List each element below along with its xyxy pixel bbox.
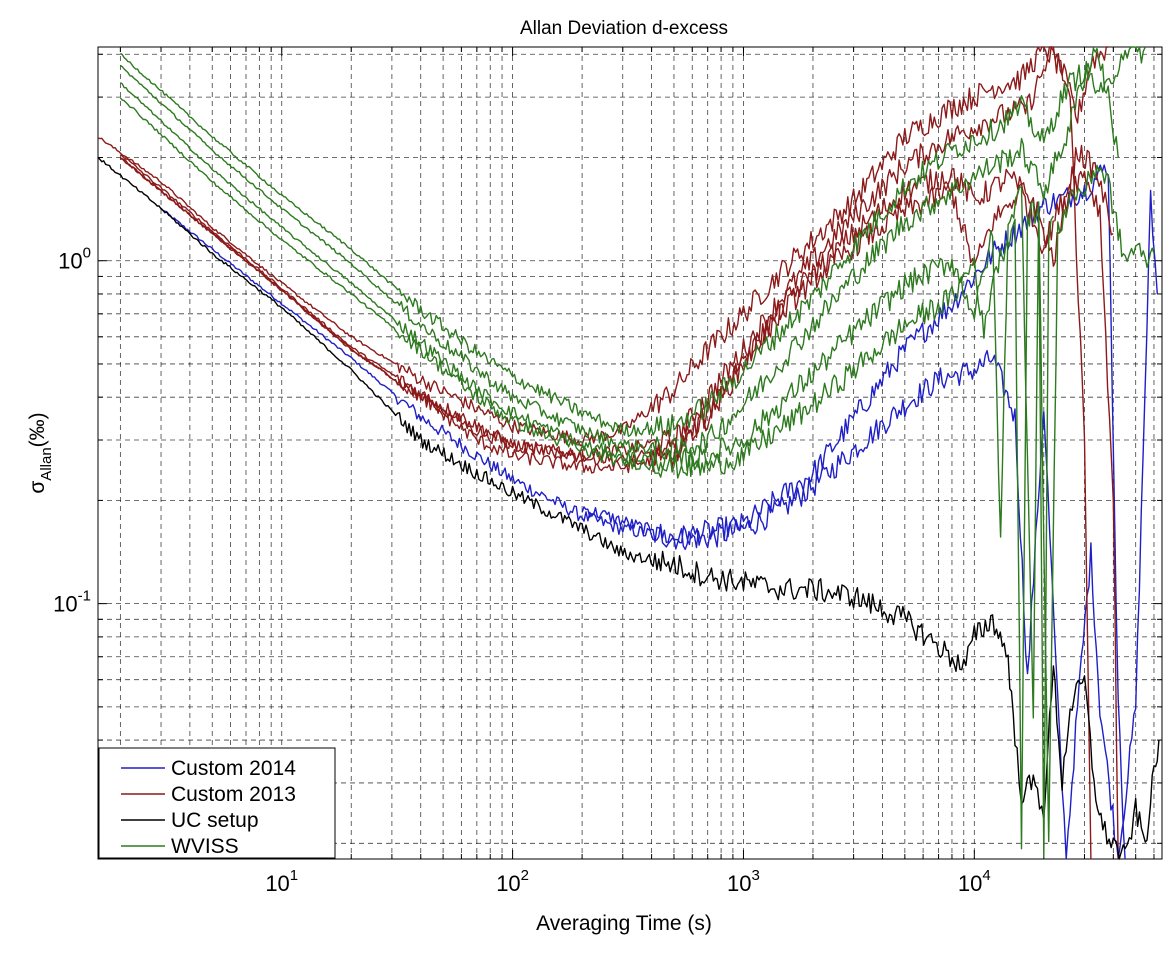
series-line bbox=[119, 144, 1114, 468]
x-tick-label: 101 bbox=[265, 867, 298, 896]
series-line bbox=[120, 82, 1155, 843]
x-tick-label: 102 bbox=[496, 867, 529, 896]
series-line bbox=[120, 46, 1146, 437]
x-tick-exp: 2 bbox=[521, 867, 529, 884]
legend-label: WVISS bbox=[171, 835, 239, 858]
y-axis-label: σAllan(‰) bbox=[26, 412, 55, 493]
legend: Custom 2014 Custom 2013 UC setup WVISS bbox=[98, 747, 336, 859]
y-tick-exp: -1 bbox=[78, 588, 91, 605]
x-tick-exp: 4 bbox=[982, 867, 990, 884]
x-tick-labels: 101 102 103 104 bbox=[265, 867, 990, 896]
x-axis-label: Averaging Time (s) bbox=[536, 912, 712, 935]
x-tick-base: 10 bbox=[496, 871, 520, 896]
plot-frame bbox=[97, 46, 1163, 860]
y-tick-label: 100 bbox=[58, 245, 91, 274]
x-tick-label: 103 bbox=[727, 867, 760, 896]
y-axis-label-unit: (‰) bbox=[26, 412, 49, 447]
series-layer bbox=[97, 46, 1160, 860]
series-line bbox=[119, 47, 1119, 462]
y-tick-exp: 0 bbox=[83, 245, 91, 262]
x-tick-exp: 3 bbox=[752, 867, 760, 884]
legend-label: Custom 2013 bbox=[171, 783, 296, 806]
series-line bbox=[120, 157, 1119, 860]
x-tick-exp: 1 bbox=[290, 867, 298, 884]
x-tick-base: 10 bbox=[958, 871, 982, 896]
series-line bbox=[119, 97, 1055, 859]
legend-label: UC setup bbox=[171, 809, 259, 832]
chart-title: Allan Deviation d-excess bbox=[520, 18, 728, 39]
legend-box bbox=[98, 747, 336, 859]
legend-label: Custom 2014 bbox=[171, 757, 296, 780]
y-tick-base: 10 bbox=[53, 592, 77, 617]
series-line bbox=[97, 156, 1160, 860]
x-tick-label: 104 bbox=[958, 867, 991, 896]
x-tick-base: 10 bbox=[265, 871, 289, 896]
y-axis-label-main: σ bbox=[26, 481, 49, 494]
x-tick-base: 10 bbox=[727, 871, 751, 896]
y-tick-label: 10-1 bbox=[53, 588, 91, 617]
grid bbox=[98, 47, 1162, 859]
y-tick-base: 10 bbox=[58, 249, 82, 274]
y-axis-label-sub: Allan bbox=[38, 447, 55, 480]
